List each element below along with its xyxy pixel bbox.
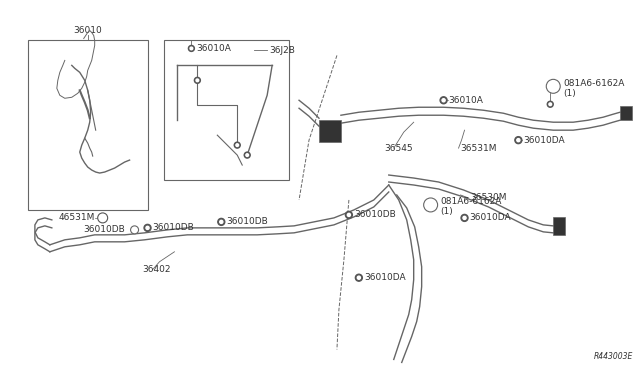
Circle shape (348, 213, 351, 217)
Text: B: B (550, 82, 556, 91)
Circle shape (144, 224, 151, 231)
Text: (1): (1) (563, 89, 576, 98)
Text: 36402: 36402 (143, 265, 171, 274)
Text: R443003E: R443003E (594, 352, 633, 362)
Circle shape (515, 137, 522, 144)
Text: 36010DB: 36010DB (152, 223, 195, 232)
Circle shape (549, 103, 552, 106)
Circle shape (516, 139, 520, 142)
Bar (553, 217, 565, 235)
Circle shape (188, 45, 195, 51)
Bar (319, 120, 341, 142)
Text: 46531M: 46531M (58, 214, 95, 222)
Circle shape (218, 218, 225, 225)
Circle shape (463, 217, 466, 219)
Text: 36010A: 36010A (196, 44, 231, 53)
Text: 36010DA: 36010DA (470, 214, 511, 222)
Text: 081A6-6162A: 081A6-6162A (563, 79, 625, 88)
Circle shape (146, 226, 149, 230)
Circle shape (236, 144, 239, 147)
Circle shape (461, 214, 468, 221)
Bar (620, 106, 632, 120)
Circle shape (190, 47, 193, 50)
Circle shape (357, 276, 360, 279)
Circle shape (234, 142, 240, 148)
Text: 36545: 36545 (384, 144, 412, 153)
Text: 36530M: 36530M (470, 193, 507, 202)
Circle shape (547, 101, 553, 107)
Text: 36J2B: 36J2B (269, 46, 295, 55)
Circle shape (442, 99, 445, 102)
Text: 36010: 36010 (74, 26, 102, 35)
Text: 36531M: 36531M (461, 144, 497, 153)
Circle shape (355, 274, 362, 281)
Circle shape (244, 152, 250, 158)
Circle shape (131, 226, 139, 234)
Circle shape (195, 77, 200, 83)
Text: B: B (428, 201, 433, 209)
Text: 36010DB: 36010DB (227, 217, 268, 227)
Circle shape (98, 213, 108, 223)
Circle shape (346, 211, 353, 218)
Circle shape (246, 154, 248, 157)
Text: 36010DB: 36010DB (354, 211, 396, 219)
Circle shape (196, 79, 198, 82)
Circle shape (440, 97, 447, 104)
Circle shape (424, 198, 438, 212)
Text: 36010DA: 36010DA (364, 273, 406, 282)
Text: 36010A: 36010A (449, 96, 483, 105)
Text: (1): (1) (440, 208, 453, 217)
Circle shape (220, 220, 223, 224)
Text: 36010DB: 36010DB (83, 225, 125, 234)
Bar (164, 41, 289, 180)
Circle shape (547, 79, 560, 93)
Text: 36010DA: 36010DA (524, 136, 565, 145)
Text: 081A6-6162A: 081A6-6162A (440, 198, 502, 206)
Bar (28, 41, 148, 210)
